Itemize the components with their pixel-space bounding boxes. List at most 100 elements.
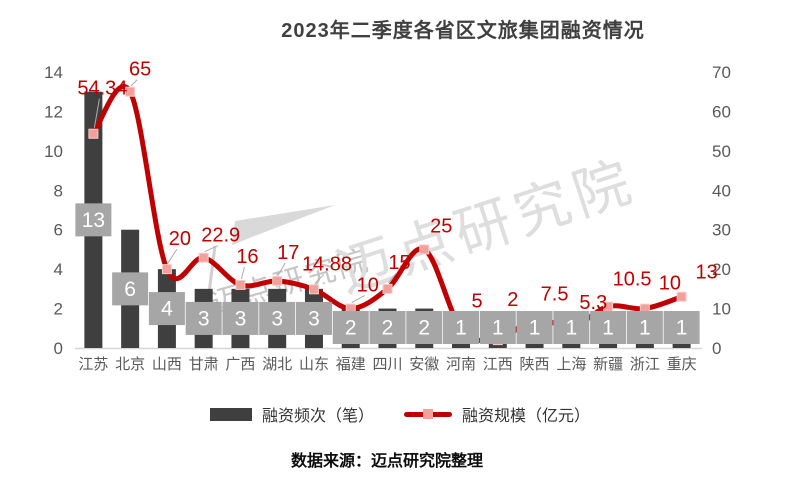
x-axis-label: 福建 xyxy=(336,356,366,373)
bar-value-label: 13 xyxy=(82,209,105,232)
x-axis-label: 江苏 xyxy=(78,356,108,373)
y-axis-right-tick: 0 xyxy=(712,339,721,358)
line-marker xyxy=(235,279,246,290)
x-axis-label: 安徽 xyxy=(409,356,439,373)
bar-value-box xyxy=(148,292,185,326)
y-axis-left-tick: 10 xyxy=(44,142,63,161)
y-axis-right-tick: 50 xyxy=(712,142,731,161)
bar-value-label: 1 xyxy=(492,317,504,340)
line-value-label: 7.5 xyxy=(541,283,569,305)
line-value-label: 13 xyxy=(695,262,717,284)
line-value-label: 2 xyxy=(507,289,518,311)
bar-value-label: 4 xyxy=(161,298,173,321)
legend: 融资频次（笔） 融资规模（亿元） xyxy=(0,402,800,426)
y-axis-left-tick: 4 xyxy=(54,260,63,279)
bar-value-label: 1 xyxy=(529,317,541,340)
y-axis-left-tick: 6 xyxy=(54,221,63,240)
x-axis-label: 浙江 xyxy=(630,356,660,373)
legend-label-bar: 融资频次（笔） xyxy=(261,408,374,425)
bar-value-box xyxy=(590,311,627,344)
x-axis-label: 山东 xyxy=(299,356,329,373)
line-marker xyxy=(272,275,283,286)
source-note: 数据来源：迈点研究院整理 xyxy=(290,453,483,470)
chart-title: 2023年二季度各省区文旅集团融资情况 xyxy=(281,20,645,42)
bar-value-label: 3 xyxy=(308,307,320,330)
y-axis-right-tick: 70 xyxy=(712,63,731,82)
label-leader-line xyxy=(314,273,325,284)
line-value-label: 15 xyxy=(388,252,410,274)
y-axis-left-tick: 12 xyxy=(44,102,63,121)
bar-value-box xyxy=(185,301,222,335)
x-axis-label: 新疆 xyxy=(593,356,623,373)
x-axis-label: 河南 xyxy=(446,356,476,373)
bar-value-box xyxy=(443,311,480,344)
x-axis-label: 重庆 xyxy=(667,356,697,373)
bar-value-box xyxy=(295,301,332,335)
line-marker xyxy=(676,291,687,302)
bar-value-box xyxy=(222,301,259,335)
bar-value-box xyxy=(369,311,406,344)
label-leader-line xyxy=(351,295,365,304)
y-axis-right-tick: 40 xyxy=(712,181,731,200)
x-axis-label: 江西 xyxy=(483,356,513,373)
line-value-label: 25 xyxy=(430,215,452,237)
legend-label-line: 融资规模（亿元） xyxy=(462,408,591,425)
x-axis-label: 广西 xyxy=(225,356,255,373)
bar-value-label: 1 xyxy=(676,317,688,340)
bar-value-box xyxy=(516,311,553,344)
bar-value-box xyxy=(112,272,149,306)
label-leader-line xyxy=(130,79,138,87)
y-axis-right-tick: 20 xyxy=(712,260,731,279)
bar-value-box xyxy=(75,203,112,237)
line-marker xyxy=(125,86,136,97)
line-value-label: 54.34 xyxy=(77,78,127,100)
bar-value-label: 2 xyxy=(382,317,394,340)
line-value-label: 5 xyxy=(471,290,482,312)
line-value-label: 10 xyxy=(357,275,379,297)
line-marker xyxy=(382,283,393,294)
line-value-label: 17 xyxy=(277,242,299,264)
x-axis-label: 北京 xyxy=(115,356,145,373)
bar-value-box xyxy=(332,311,369,344)
line-marker xyxy=(161,264,172,275)
bar-value-label: 1 xyxy=(639,317,651,340)
bar-value-box xyxy=(626,311,663,344)
line-value-label: 10 xyxy=(659,273,681,295)
line-value-label: 20 xyxy=(169,228,191,250)
x-axis-label: 上海 xyxy=(556,356,586,373)
line-value-label: 14.88 xyxy=(302,253,352,275)
legend-item-line-series: 融资规模（亿元） xyxy=(404,402,590,426)
bar-value-label: 1 xyxy=(565,317,577,340)
line-marker xyxy=(88,128,99,139)
line-value-label: 5.3 xyxy=(579,292,607,314)
line-marker xyxy=(198,252,209,263)
x-axis-label: 山西 xyxy=(152,356,182,373)
x-axis-label: 四川 xyxy=(372,356,402,373)
bar-value-label: 3 xyxy=(198,307,210,330)
x-axis-label: 甘肃 xyxy=(189,356,219,373)
y-axis-right-tick: 30 xyxy=(712,221,731,240)
line-value-label: 10.5 xyxy=(613,269,652,291)
bar-value-label: 3 xyxy=(235,307,247,330)
bar-value-box xyxy=(479,311,516,344)
line-value-label: 65 xyxy=(129,59,151,81)
label-leader-line xyxy=(277,262,286,276)
line-series-swatch-icon xyxy=(404,409,452,419)
bar-value-label: 6 xyxy=(124,278,136,301)
y-axis-right-tick: 60 xyxy=(712,102,731,121)
bar-value-box xyxy=(406,311,443,344)
y-axis-left-tick: 14 xyxy=(44,63,63,82)
y-axis-left-tick: 8 xyxy=(54,181,63,200)
bar-value-label: 1 xyxy=(455,317,467,340)
y-axis-left-tick: 0 xyxy=(54,339,63,358)
line-marker xyxy=(419,244,430,255)
bar-value-label: 1 xyxy=(602,317,614,340)
y-axis-right-tick: 10 xyxy=(712,300,731,319)
bar-value-label: 3 xyxy=(271,307,283,330)
line-marker xyxy=(308,284,319,295)
bar-value-label: 2 xyxy=(418,317,430,340)
x-axis-label: 陕西 xyxy=(520,356,550,373)
bar-value-box xyxy=(259,301,296,335)
